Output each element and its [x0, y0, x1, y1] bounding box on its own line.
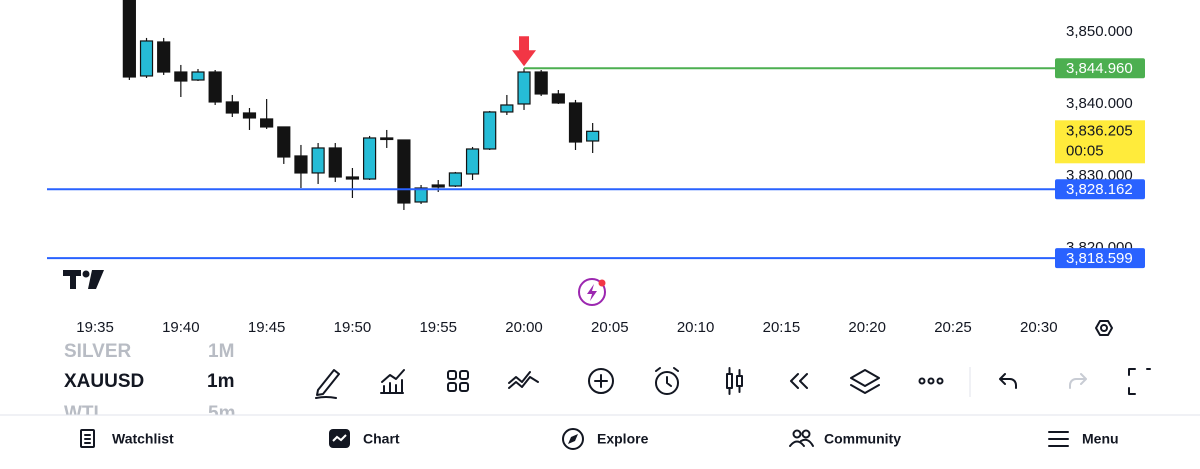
settings-icon[interactable] [1095, 320, 1113, 336]
y-tick-label: 3,850.000 [1066, 23, 1133, 40]
candle-body [260, 118, 274, 128]
compare[interactable] [508, 371, 539, 389]
price-label: 3,818.599 [1066, 250, 1133, 267]
symbol[interactable]: WTI [64, 403, 99, 424]
price-label-box [1055, 248, 1145, 269]
candle-body [225, 101, 239, 114]
x-tick-label: 19:45 [248, 319, 286, 336]
candle-body [551, 93, 565, 104]
nav-community[interactable]: Community [789, 429, 901, 447]
candle-body [157, 41, 171, 73]
x-tick-label: 20:05 [591, 319, 629, 336]
price-label: 3,844.960 [1066, 60, 1133, 77]
x-tick-label: 19:35 [76, 319, 114, 336]
x-tick-label: 19:50 [334, 319, 372, 336]
nav-explore[interactable]: Explore [562, 428, 649, 450]
marker-arrow [512, 36, 537, 67]
candle-body [568, 102, 583, 143]
x-tick-label: 20:15 [763, 319, 801, 336]
layers[interactable] [850, 369, 880, 394]
x-tick-label: 20:25 [934, 319, 972, 336]
interval[interactable]: 1m [207, 371, 234, 392]
candle-body [465, 148, 480, 175]
redo[interactable] [1069, 373, 1087, 389]
x-tick-label: 19:55 [419, 319, 457, 336]
candle-body [122, 0, 136, 78]
x-tick-label: 20:20 [848, 319, 886, 336]
undo[interactable] [999, 373, 1017, 389]
candle-body [362, 137, 377, 180]
price-label: 3,828.162 [1066, 181, 1133, 198]
candle-body [294, 155, 308, 174]
fullscreen[interactable] [1128, 368, 1151, 395]
candle-body [191, 71, 205, 81]
add[interactable] [588, 368, 614, 394]
indicators[interactable] [380, 369, 405, 394]
countdown: 00:05 [1066, 142, 1104, 159]
candle-body [208, 71, 222, 103]
nav-watchlist[interactable]: Watchlist [80, 429, 174, 448]
flash-icon[interactable] [578, 278, 606, 306]
current-price-box [1055, 120, 1145, 164]
nav-label[interactable]: Explore [597, 431, 649, 447]
candle-body [414, 187, 428, 203]
candle-body [517, 71, 531, 105]
nav-chart[interactable]: Chart [329, 429, 400, 448]
x-tick-label: 20:30 [1020, 319, 1058, 336]
y-tick-label: 3,840.000 [1066, 95, 1133, 112]
toolbar [315, 367, 1151, 399]
nav-label[interactable]: Menu [1082, 431, 1119, 447]
more[interactable] [918, 377, 944, 385]
candle-body [242, 112, 257, 119]
candle-body [397, 139, 411, 204]
candle-body [586, 130, 600, 142]
nav-menu[interactable]: Menu [1048, 431, 1119, 447]
interval[interactable]: 5m [208, 403, 235, 424]
symbol[interactable]: XAUUSD [64, 371, 144, 392]
candle-body [380, 137, 394, 141]
symbol[interactable]: SILVER [64, 341, 131, 362]
replay[interactable] [790, 373, 808, 389]
candle-body [500, 104, 514, 113]
price-label-box [1055, 58, 1145, 79]
candle-body [311, 147, 325, 174]
nav-label[interactable]: Chart [363, 431, 400, 447]
candle-body [431, 184, 445, 188]
x-tick-label: 20:10 [677, 319, 715, 336]
current-price-label: 3,836.205 [1066, 122, 1133, 139]
candle-body [328, 147, 342, 178]
candle-body [448, 172, 462, 187]
nav-label[interactable]: Community [824, 431, 901, 447]
x-tick-label: 20:00 [505, 319, 543, 336]
plot-area [122, 0, 600, 210]
chart-overlay: 3,850.0003,840.0003,830.0003,820.00019:3… [47, 23, 1145, 336]
symbol-list[interactable]: SILVER 1M XAUUSD 1m WTI 5m [64, 341, 235, 424]
alert[interactable] [655, 367, 679, 395]
interval[interactable]: 1M [208, 341, 234, 362]
candle-body [534, 71, 548, 95]
logo [63, 270, 104, 289]
candle-body [483, 111, 497, 150]
price-label-box [1055, 179, 1145, 200]
candle-body [139, 40, 154, 77]
draw-tool[interactable] [315, 369, 340, 399]
x-tick-label: 19:40 [162, 319, 200, 336]
templates[interactable] [447, 370, 469, 392]
bar-style[interactable] [726, 367, 743, 395]
nav-label[interactable]: Watchlist [112, 431, 174, 447]
candle-body [174, 71, 188, 82]
candle-body [277, 126, 291, 158]
candle-body [345, 176, 360, 180]
